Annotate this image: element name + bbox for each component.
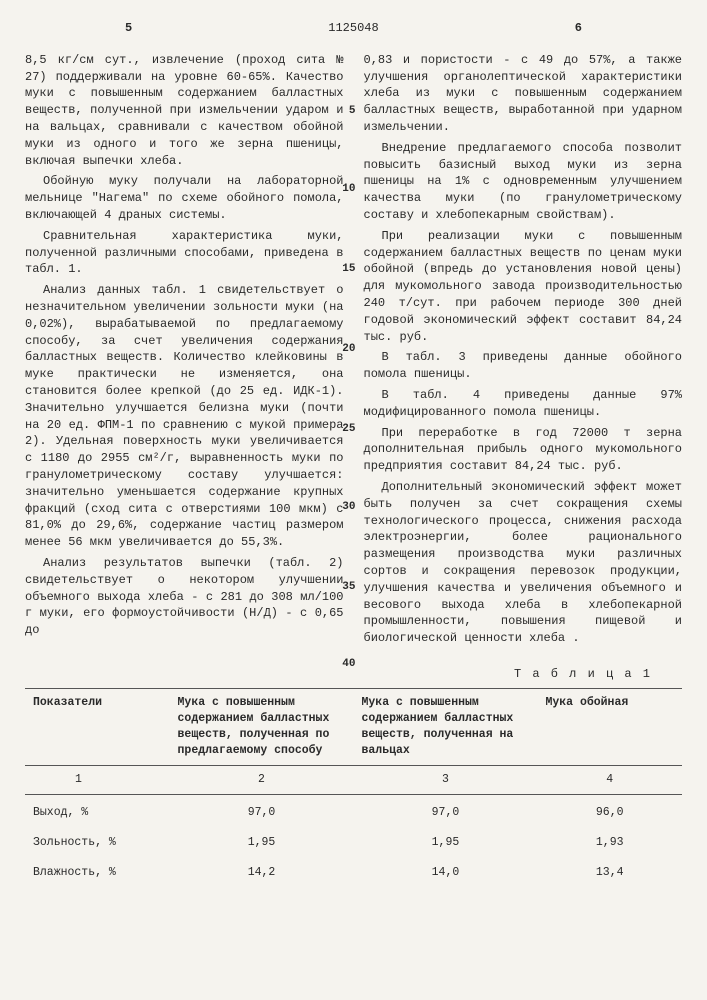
paragraph: 8,5 кг/см сут., извлечение (проход сита … xyxy=(25,52,344,170)
col-num: 4 xyxy=(537,766,682,795)
table-row: Выход, % 97,0 97,0 96,0 xyxy=(25,795,682,826)
line-number: 40 xyxy=(342,657,355,672)
text-columns: 8,5 кг/см сут., извлечение (проход сита … xyxy=(25,52,682,651)
line-number: 30 xyxy=(342,500,355,515)
table-row: Влажность, % 14,2 14,0 13,4 xyxy=(25,855,682,885)
paragraph: Обойную муку получали на лабораторной ме… xyxy=(25,173,344,223)
paragraph: Анализ результатов выпечки (табл. 2) сви… xyxy=(25,555,344,639)
table-1: Т а б л и ц а 1 Показатели Мука с повыше… xyxy=(25,666,682,886)
line-number: 35 xyxy=(342,580,355,595)
col-header: Мука с повышенным содержанием балластных… xyxy=(353,688,537,765)
page-number-right: 6 xyxy=(575,20,582,37)
paragraph: При переработке в год 72000 т зерна допо… xyxy=(364,425,683,475)
row-label: Зольность, % xyxy=(25,825,170,855)
paragraph: 0,83 и пористости - с 49 до 57%, а также… xyxy=(364,52,683,136)
line-number: 10 xyxy=(342,182,355,197)
right-column: 0,83 и пористости - с 49 до 57%, а также… xyxy=(364,52,683,651)
col-num: 2 xyxy=(170,766,354,795)
cell: 96,0 xyxy=(537,795,682,826)
col-header: Мука обойная xyxy=(537,688,682,765)
line-number: 5 xyxy=(349,104,356,119)
table-header-row: Показатели Мука с повышенным содержанием… xyxy=(25,688,682,765)
col-num: 1 xyxy=(25,766,170,795)
col-num: 3 xyxy=(353,766,537,795)
col-header: Мука с повышенным содержанием балластных… xyxy=(170,688,354,765)
col-header: Показатели xyxy=(25,688,170,765)
row-label: Влажность, % xyxy=(25,855,170,885)
document-number: 1125048 xyxy=(25,20,682,37)
data-table: Показатели Мука с повышенным содержанием… xyxy=(25,688,682,886)
paragraph: Дополнительный экономический эффект може… xyxy=(364,479,683,647)
cell: 14,2 xyxy=(170,855,354,885)
paragraph: В табл. 4 приведены данные 97% модифицир… xyxy=(364,387,683,421)
paragraph: Внедрение предлагаемого способа позволит… xyxy=(364,140,683,224)
cell: 1,95 xyxy=(170,825,354,855)
table-body: Выход, % 97,0 97,0 96,0 Зольность, % 1,9… xyxy=(25,795,682,886)
line-number: 20 xyxy=(342,342,355,357)
line-number: 15 xyxy=(342,262,355,277)
table-row: Зольность, % 1,95 1,95 1,93 xyxy=(25,825,682,855)
paragraph: Сравнительная характеристика муки, получ… xyxy=(25,228,344,278)
row-label: Выход, % xyxy=(25,795,170,826)
paragraph: Анализ данных табл. 1 свидетельствует о … xyxy=(25,282,344,551)
line-number: 25 xyxy=(342,422,355,437)
paragraph: При реализации муки с повышенным содержа… xyxy=(364,228,683,346)
cell: 13,4 xyxy=(537,855,682,885)
page-header: 5 1125048 6 xyxy=(25,20,682,37)
cell: 97,0 xyxy=(353,795,537,826)
paragraph: В табл. 3 приведены данные обойного помо… xyxy=(364,349,683,383)
cell: 1,95 xyxy=(353,825,537,855)
left-column: 8,5 кг/см сут., извлечение (проход сита … xyxy=(25,52,344,651)
cell: 1,93 xyxy=(537,825,682,855)
table-numrow: 1 2 3 4 xyxy=(25,766,682,795)
cell: 97,0 xyxy=(170,795,354,826)
page-number-left: 5 xyxy=(125,20,132,37)
cell: 14,0 xyxy=(353,855,537,885)
